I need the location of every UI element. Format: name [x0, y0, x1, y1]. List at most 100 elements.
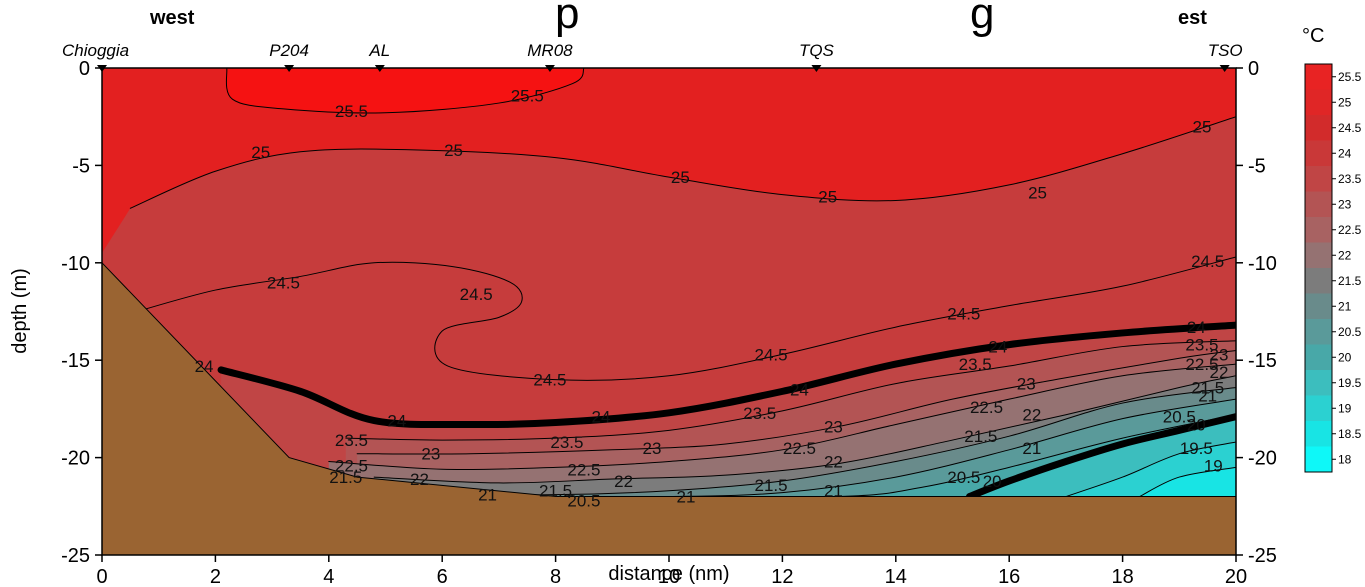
colorbar-tick-label: 24	[1338, 146, 1352, 160]
isotherm-23	[356, 349, 1236, 455]
colorbar-tick-label: 23.5	[1338, 172, 1362, 186]
colorbar-tick-label: 25.5	[1338, 70, 1362, 84]
isotherm-label-24: 24	[988, 338, 1007, 357]
station-markers: Chioggia P204 AL MR08 TQS TSO	[62, 41, 1243, 72]
y-tick-label: -5	[72, 155, 90, 177]
isotherm-label-22.5: 22.5	[335, 456, 368, 475]
y-tick-label-right: 0	[1248, 58, 1259, 80]
x-tick-label: 10	[658, 566, 680, 587]
colorbar-tick-label: 25	[1338, 95, 1352, 109]
station-label: Chioggia	[62, 41, 129, 60]
isotherm-label-24: 24	[790, 380, 809, 399]
isotherm-label-22: 22	[824, 452, 843, 471]
colorbar-swatch	[1305, 242, 1332, 268]
y-tick-label: -20	[61, 448, 90, 470]
isotherm-label-21.5: 21.5	[539, 482, 572, 501]
station-marker	[97, 65, 107, 72]
isotherm-22.5	[328, 363, 1236, 471]
isotherm-label-25: 25	[251, 143, 270, 162]
colorbar-tick-label: 18.5	[1338, 427, 1362, 441]
isotherm-label-25: 25	[818, 188, 837, 207]
west-label: west	[149, 7, 195, 29]
isotherm-label-21: 21	[824, 482, 843, 501]
colorbar-unit: °C	[1302, 25, 1324, 47]
isotherm-label-23.5: 23.5	[1185, 336, 1218, 355]
isotherm-label-22.5: 22.5	[1185, 355, 1218, 374]
isotherm-label-24.5: 24.5	[460, 285, 493, 304]
y-tick-label: 0	[79, 58, 90, 80]
isotherm-19.5	[1065, 441, 1236, 498]
y-tick-label-right: -15	[1248, 350, 1277, 372]
colorbar-tick-label: 18	[1338, 452, 1352, 466]
y-axis-left: 0 -5 -10 -15 -20 -25	[61, 58, 102, 567]
y-tick-label-right: -25	[1248, 545, 1277, 567]
isotherm-label-24.5: 24.5	[1191, 252, 1224, 271]
colorbar-tick-label: 23	[1338, 197, 1352, 211]
colorbar-swatch	[1305, 446, 1332, 472]
isotherm-label-20.5: 20.5	[567, 491, 600, 510]
isotherm-label-21.5: 21.5	[964, 427, 997, 446]
colorbar-swatch	[1305, 140, 1332, 166]
isotherm-23.5	[345, 340, 1236, 441]
x-axis: 0 2 4 6 8 10 12 14 16 18 20	[96, 555, 1247, 587]
y-tick-label-right: -5	[1248, 155, 1266, 177]
colorbar-swatch	[1305, 293, 1332, 319]
colorbar-tick-label: 21.5	[1338, 274, 1362, 288]
isotherm-label-25: 25	[1193, 117, 1212, 136]
isotherm-25.5	[225, 68, 585, 114]
x-tick-label: 12	[771, 566, 793, 587]
east-label: est	[1178, 7, 1207, 29]
isotherm-label-20.5: 20.5	[1163, 408, 1196, 427]
isotherm-labels: 25.5 25.5 25 25 25 25 25 25 24.5 24.5 24.5 24.5 24.5…	[195, 86, 1229, 510]
y-axis-label: depth (m)	[9, 268, 31, 354]
isotherm-label-20.5: 20.5	[947, 468, 980, 487]
isotherm-label-23: 23	[1017, 375, 1036, 394]
isotherm-label-25: 25	[671, 168, 690, 187]
figure-title-fragment-right: g	[970, 0, 994, 38]
x-tick-label: 18	[1111, 566, 1133, 587]
colorbar-tick-label: 19.5	[1338, 376, 1362, 390]
colorbar-swatch	[1305, 166, 1332, 192]
station-label: P204	[269, 41, 309, 60]
isotherm-label-24: 24	[1187, 318, 1206, 337]
isotherm-label-25.5: 25.5	[335, 102, 368, 121]
x-tick-label: 6	[437, 566, 448, 587]
station-marker	[544, 65, 555, 72]
isotherm-label-23: 23	[1210, 345, 1229, 364]
isotherm-label-24.5: 24.5	[267, 273, 300, 292]
colorbar-swatch	[1305, 344, 1332, 370]
station-marker	[374, 65, 385, 72]
isotherm-label-24: 24	[195, 357, 214, 376]
seabed	[102, 262, 1236, 555]
isotherm-label-20: 20	[1187, 415, 1206, 434]
x-tick-label: 16	[998, 566, 1020, 587]
isotherm-label-23.5: 23.5	[959, 355, 992, 374]
y-tick-label: -25	[61, 545, 90, 567]
isotherm-19	[1139, 466, 1236, 498]
isotherm-24	[217, 321, 1236, 429]
colorbar-swatch	[1305, 217, 1332, 243]
y-tick-label-right: -10	[1248, 253, 1277, 275]
isotherm-label-21: 21	[1022, 439, 1041, 458]
isotherm-label-22: 22	[1022, 406, 1041, 425]
plot-area: 25.5 25.5 25 25 25 25 25 25 24.5 24.5 24.5 24.5 24.5…	[102, 68, 1236, 555]
isotherm-label-25.5: 25.5	[511, 86, 544, 105]
station-marker	[284, 65, 295, 72]
isotherm-label-23: 23	[643, 439, 662, 458]
isotherm-label-23: 23	[421, 445, 440, 464]
station-label: TSO	[1208, 41, 1243, 60]
isotherm-label-22: 22	[614, 472, 633, 491]
figure-title-fragment-left: p	[555, 0, 579, 38]
x-tick-label: 0	[96, 566, 107, 587]
isotherm-label-22: 22	[1210, 363, 1229, 382]
y-axis-right: 0 -5 -10 -15 -20 -25	[1236, 58, 1277, 567]
colorbar-tick-label: 19	[1338, 401, 1352, 415]
isotherm-label-22: 22	[410, 470, 429, 489]
colorbar-swatch	[1305, 191, 1332, 217]
isotherm-label-19.5: 19.5	[1180, 439, 1213, 458]
colorbar-swatch	[1305, 421, 1332, 447]
station-marker	[1219, 65, 1230, 72]
colorbar-tick-label: 20.5	[1338, 325, 1362, 339]
isotherm-label-23: 23	[824, 417, 843, 436]
band-above-25.5-top	[226, 68, 584, 114]
